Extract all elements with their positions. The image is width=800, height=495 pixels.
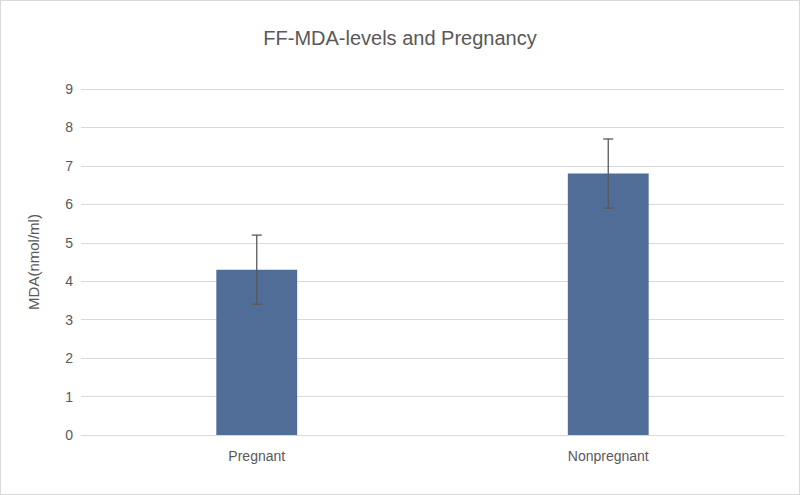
svg-text:8: 8	[65, 119, 73, 135]
svg-text:0: 0	[65, 427, 73, 443]
svg-text:MDA(nmol/ml): MDA(nmol/ml)	[25, 214, 42, 310]
svg-text:5: 5	[65, 235, 73, 251]
svg-text:7: 7	[65, 158, 73, 174]
svg-text:Nonpregnant: Nonpregnant	[568, 448, 649, 464]
svg-text:1: 1	[65, 389, 73, 405]
svg-text:3: 3	[65, 312, 73, 328]
svg-text:4: 4	[65, 273, 73, 289]
svg-text:2: 2	[65, 350, 73, 366]
svg-text:9: 9	[65, 81, 73, 97]
svg-text:6: 6	[65, 196, 73, 212]
svg-text:Pregnant: Pregnant	[228, 448, 285, 464]
svg-text:FF-MDA-levels and Pregnancy: FF-MDA-levels and Pregnancy	[263, 27, 536, 49]
